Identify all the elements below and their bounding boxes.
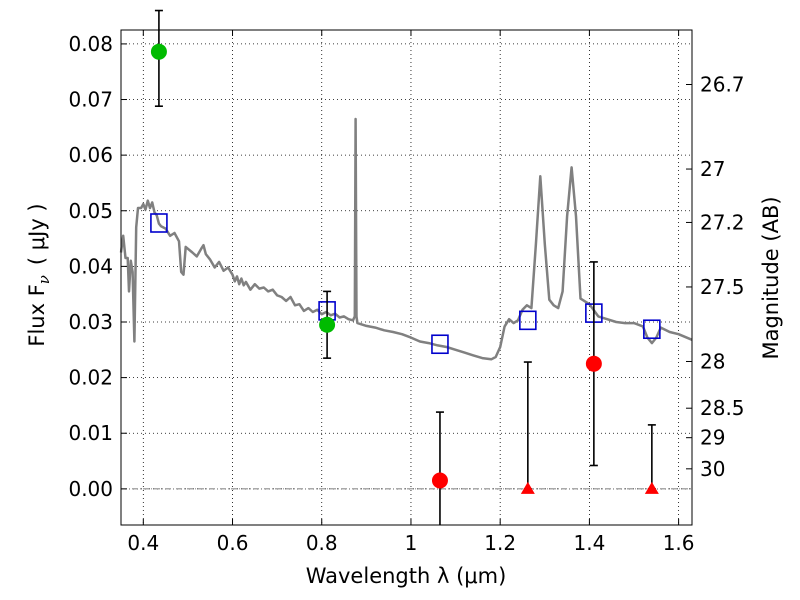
mag-tick-label: 27 <box>700 157 725 181</box>
x-tick-label: 0.8 <box>306 531 338 555</box>
mag-tick-label: 27.5 <box>700 275 745 299</box>
low-sn-point <box>431 472 448 489</box>
x-tick-label: 1.2 <box>484 531 516 555</box>
y-tick-label: 0.04 <box>68 254 113 278</box>
y-tick-label: 0.06 <box>68 143 113 167</box>
upper-limit-triangle <box>644 481 659 494</box>
low-sn-point <box>585 355 602 372</box>
y-tick-label: 0.08 <box>68 32 113 56</box>
x-tick-label: 0.4 <box>127 531 159 555</box>
y-tick-label: 0.02 <box>68 366 113 390</box>
mag-tick-label: 29 <box>700 426 725 450</box>
grid <box>121 30 692 525</box>
y-axis-title: Flux Fν ( μJy ) <box>25 203 53 346</box>
plot-frame <box>120 29 693 526</box>
x-tick-label: 1.4 <box>573 531 605 555</box>
y-axis-title-unit: ( μJy ) <box>25 203 49 265</box>
y-tick-label: 0.07 <box>68 88 113 112</box>
y-tick-label: 0.00 <box>68 477 113 501</box>
x-axis-title: Wavelength λ (μm) <box>306 564 507 588</box>
detection-point <box>150 43 167 60</box>
y-tick-label: 0.03 <box>68 310 113 334</box>
svg-text:Flux Fν( μJy ): Flux Fν ( μJy ) <box>25 203 53 346</box>
model-photometry-square <box>643 319 661 340</box>
mag-tick-label: 30 <box>700 457 725 481</box>
detection-point <box>319 316 336 333</box>
mag-tick-label: 28 <box>700 349 725 373</box>
y-axis-title-main: Flux F <box>25 284 49 346</box>
model-photometry-square <box>150 213 168 233</box>
y-tick-label: 0.05 <box>68 199 113 223</box>
x-tick-label: 1.6 <box>663 531 695 555</box>
mag-tick-label: 26.7 <box>700 73 745 97</box>
y-tick-label: 0.01 <box>68 421 113 445</box>
y-axis-title-subscript: ν <box>35 275 53 284</box>
upper-limit-triangle <box>520 481 535 494</box>
x-tick-label: 1 <box>405 531 418 555</box>
y2-axis-title: Magnitude (AB) <box>759 196 783 359</box>
model-photometry-square <box>519 310 537 331</box>
x-tick-label: 0.6 <box>217 531 249 555</box>
series-layer <box>119 9 693 525</box>
mag-tick-label: 28.5 <box>700 396 745 420</box>
mag-tick-label: 27.2 <box>700 210 745 234</box>
ticks: 0.4 0.6 0.8 1 1.2 1.4 1.6 0.00 0.01 0.02 0.03 0.04 0… <box>68 30 745 555</box>
model-photometry-square <box>431 334 449 355</box>
model-sed-line <box>119 117 693 361</box>
